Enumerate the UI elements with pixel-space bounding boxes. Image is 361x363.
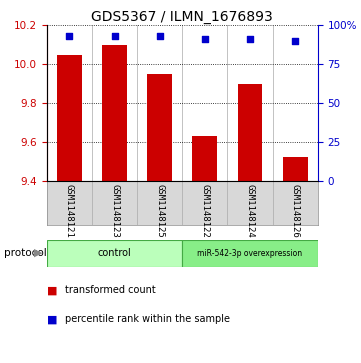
Text: percentile rank within the sample: percentile rank within the sample [65, 314, 230, 325]
Text: GSM1148121: GSM1148121 [65, 184, 74, 238]
Bar [102, 45, 127, 181]
Point [112, 33, 118, 39]
Text: control: control [98, 248, 131, 258]
Text: ▶: ▶ [34, 248, 42, 258]
Text: transformed count: transformed count [65, 285, 156, 295]
Point [247, 36, 253, 42]
Bar [147, 74, 172, 181]
Title: GDS5367 / ILMN_1676893: GDS5367 / ILMN_1676893 [91, 11, 273, 24]
Text: ■: ■ [47, 314, 57, 325]
Point [292, 38, 298, 44]
Point [202, 36, 208, 42]
Bar [283, 158, 308, 181]
Text: protocol: protocol [4, 248, 46, 258]
Text: GSM1148122: GSM1148122 [200, 184, 209, 238]
Bar [47, 240, 182, 267]
Bar [182, 240, 318, 267]
Bar [238, 83, 262, 181]
Bar [192, 136, 217, 181]
Text: GSM1148124: GSM1148124 [245, 184, 255, 238]
Text: GSM1148125: GSM1148125 [155, 184, 164, 238]
Point [67, 33, 73, 39]
Bar [57, 54, 82, 181]
Text: GSM1148126: GSM1148126 [291, 184, 300, 238]
Text: ■: ■ [47, 285, 57, 295]
Point [157, 33, 162, 39]
Text: miR-542-3p overexpression: miR-542-3p overexpression [197, 249, 303, 258]
Text: GSM1148123: GSM1148123 [110, 184, 119, 238]
